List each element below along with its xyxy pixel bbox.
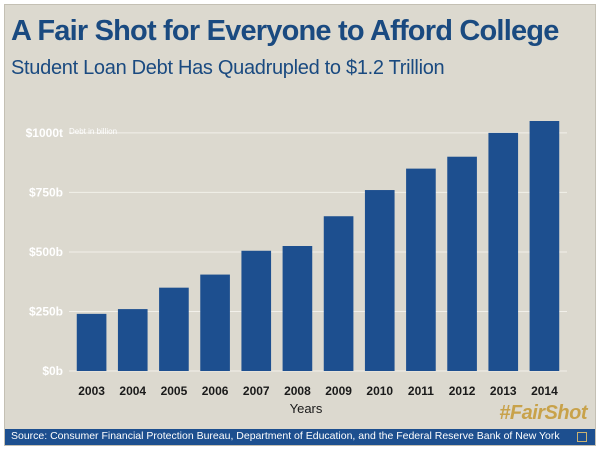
bar-2010 bbox=[364, 190, 395, 371]
y-tick-label: $750b bbox=[29, 185, 63, 199]
bar-2006 bbox=[200, 274, 230, 371]
y-axis-tick-labels: $0b $250b $500b $750b $1000t bbox=[26, 126, 63, 378]
y-tick-label: $0b bbox=[42, 364, 63, 378]
x-tick-label: 2006 bbox=[202, 384, 229, 398]
unit-note: Debt in billion bbox=[69, 127, 117, 136]
logo-mark-icon bbox=[577, 432, 587, 442]
bar-2009 bbox=[323, 216, 354, 371]
chart-panel: A Fair Shot for Everyone to Afford Colle… bbox=[4, 4, 596, 446]
hashtag: #FairShot bbox=[499, 402, 587, 424]
chart-subtitle: Student Loan Debt Has Quadrupled to $1.2… bbox=[11, 57, 445, 79]
x-tick-label: 2003 bbox=[78, 384, 105, 398]
x-tick-label: 2014 bbox=[531, 384, 558, 398]
bar-2005 bbox=[159, 287, 189, 371]
bars bbox=[76, 121, 560, 371]
x-axis-tick-labels: 2003 2004 2005 2006 2007 2008 2009 2010 2011 2012… bbox=[78, 384, 558, 398]
source-footer: Source: Consumer Financial Protection Bu… bbox=[5, 429, 595, 445]
bar-2014 bbox=[529, 121, 560, 371]
chart-title: A Fair Shot for Everyone to Afford Colle… bbox=[11, 15, 559, 47]
y-tick-label: $1000t bbox=[26, 126, 63, 140]
x-tick-label: 2009 bbox=[325, 384, 352, 398]
x-tick-label: 2012 bbox=[449, 384, 476, 398]
bar-2013 bbox=[488, 132, 519, 371]
y-tick-label: $250b bbox=[29, 304, 63, 318]
y-tick-label: $500b bbox=[29, 245, 63, 259]
bar-chart: $0b $250b $500b $750b $1000t Debt in billion… bbox=[26, 121, 567, 416]
gridlines bbox=[69, 132, 567, 372]
bar-2012 bbox=[447, 156, 477, 371]
x-axis-label: Years bbox=[290, 401, 323, 416]
bar-2003 bbox=[76, 313, 107, 371]
source-text: Source: Consumer Financial Protection Bu… bbox=[11, 430, 560, 442]
bar-2011 bbox=[406, 168, 436, 371]
x-tick-label: 2005 bbox=[161, 384, 188, 398]
bar-2008 bbox=[282, 246, 313, 371]
x-tick-label: 2013 bbox=[490, 384, 517, 398]
x-tick-label: 2004 bbox=[119, 384, 146, 398]
x-tick-label: 2007 bbox=[243, 384, 270, 398]
x-tick-label: 2010 bbox=[366, 384, 393, 398]
x-tick-label: 2011 bbox=[408, 384, 434, 398]
bar-2007 bbox=[241, 250, 272, 371]
x-tick-label: 2008 bbox=[284, 384, 311, 398]
bar-2004 bbox=[117, 309, 148, 371]
